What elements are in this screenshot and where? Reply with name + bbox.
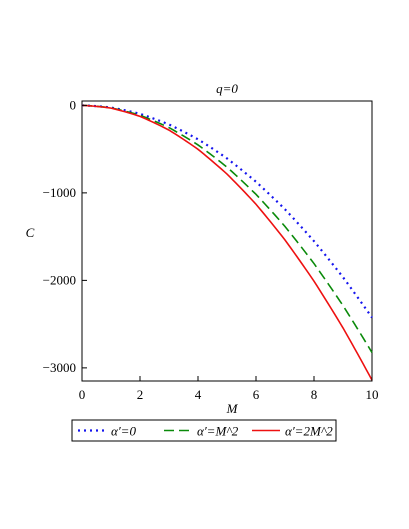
x-tick-label: 10 (366, 387, 379, 402)
plot-area-frame (81, 100, 373, 382)
series-line-2 (81, 104, 373, 353)
y-tick-label: −2000 (43, 272, 76, 287)
y-tick-label: −1000 (43, 185, 76, 200)
series-line-3 (81, 104, 373, 381)
legend-label-3: α′=2M^2 (285, 424, 333, 439)
chart-title: q=0 (216, 81, 238, 96)
x-tick-label: 0 (79, 387, 86, 402)
y-axis-label: C (26, 225, 35, 240)
x-tick-label: 8 (311, 387, 318, 402)
y-axis-ticks: 0 −1000 −2000 −3000 (43, 97, 87, 375)
x-tick-label: 6 (253, 387, 260, 402)
x-axis-label: M (226, 401, 239, 416)
legend-label-2: α′=M^2 (197, 424, 239, 439)
y-tick-label: −3000 (43, 360, 76, 375)
series-line-1 (81, 104, 373, 319)
legend: α′=0 α′=M^2 α′=2M^2 (71, 419, 337, 442)
legend-box (71, 419, 337, 442)
series-layer (81, 104, 373, 381)
x-axis-ticks: 0 2 4 6 8 10 (79, 376, 379, 402)
x-tick-label: 2 (137, 387, 144, 402)
y-tick-label: 0 (70, 97, 77, 112)
x-tick-label: 4 (195, 387, 202, 402)
legend-label-1: α′=0 (111, 424, 136, 439)
